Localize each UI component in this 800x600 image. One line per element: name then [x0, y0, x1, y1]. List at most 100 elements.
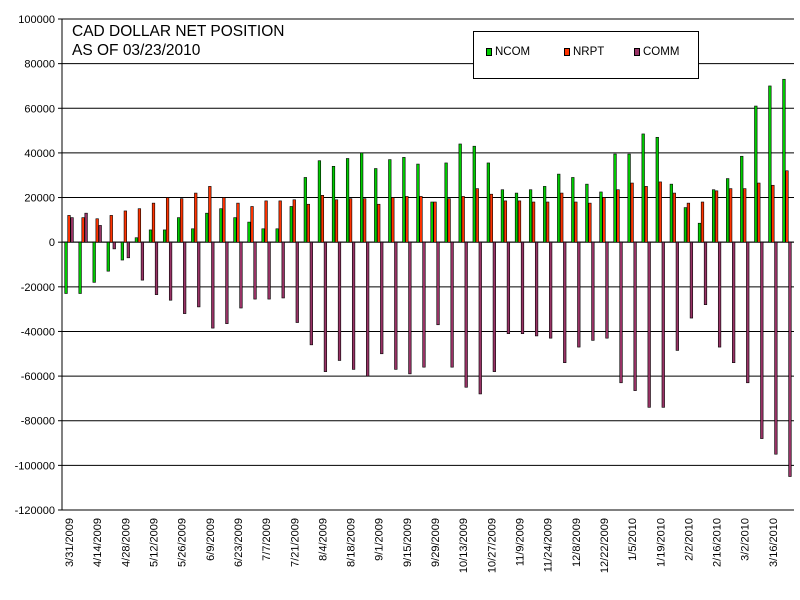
bar-comm: [774, 241, 778, 455]
gridlines: [58, 18, 794, 511]
bar-nrpt: [391, 197, 395, 243]
bar-ncom: [641, 133, 645, 243]
bar-comm: [281, 241, 285, 299]
bar-ncom: [726, 178, 730, 243]
bar-nrpt: [419, 196, 423, 243]
y-tick-labels: 100000 80000 60000 40000 20000 0 -20000 -40000 -…: [15, 14, 55, 517]
bar-comm: [746, 241, 750, 384]
bar-nrpt: [208, 186, 212, 243]
bar-nrpt: [320, 195, 325, 243]
bar-comm: [732, 241, 736, 363]
bar-comm: [309, 241, 313, 346]
bar-comm: [239, 241, 243, 309]
bar-ncom: [613, 153, 617, 243]
bar-comm: [788, 241, 792, 477]
y-tick-label: -120000: [15, 505, 55, 517]
bar-nrpt: [137, 208, 142, 243]
bar-nrpt: [180, 198, 184, 243]
bar-ncom: [543, 186, 547, 243]
bar-comm: [253, 241, 257, 300]
bar-ncom: [374, 168, 378, 243]
x-tick-label: 8/18/2009: [346, 518, 358, 567]
bar-nrpt: [363, 198, 367, 243]
bar-nrpt: [433, 201, 437, 243]
bar-comm: [225, 241, 229, 324]
bar-nrpt: [517, 200, 522, 243]
bar-comm: [633, 241, 637, 391]
legend-swatch-ncom: [486, 48, 492, 56]
x-tick-label: 9/15/2009: [402, 518, 414, 567]
x-tick-label: 9/1/2009: [374, 518, 386, 561]
bar-nrpt: [503, 200, 508, 243]
bar-ncom: [599, 191, 603, 243]
chart-title: CAD DOLLAR NET POSITION AS OF 03/23/2010: [72, 23, 285, 59]
x-tick-label: 5/26/2009: [177, 518, 189, 567]
bar-ncom: [697, 222, 702, 243]
bar-comm: [394, 241, 398, 370]
bar-comm: [436, 241, 440, 326]
bar-ncom: [486, 162, 490, 243]
bar-comm: [619, 241, 623, 384]
bar-nrpt: [630, 182, 634, 243]
bar-ncom: [711, 189, 716, 243]
bar-comm: [450, 241, 454, 368]
bar-nrpt: [306, 203, 310, 243]
bar-comm: [140, 241, 145, 281]
bar-ncom: [233, 217, 237, 243]
bar-ncom: [134, 237, 139, 243]
legend-label-comm: COMM: [643, 46, 680, 58]
bar-nrpt: [531, 201, 536, 243]
x-tick-label: 4/28/2009: [120, 518, 132, 567]
legend-swatch-nrpt: [564, 48, 570, 56]
bar-ncom: [331, 166, 336, 243]
bar-ncom: [303, 177, 307, 243]
x-tick-label: 9/29/2009: [430, 518, 442, 567]
bar-comm: [126, 241, 130, 259]
x-tick-label: 6/9/2009: [205, 518, 217, 561]
bar-ncom: [571, 177, 575, 243]
bar-nrpt: [658, 181, 662, 243]
y-tick-label: -80000: [21, 416, 55, 428]
bar-nrpt: [109, 215, 113, 243]
bar-comm: [211, 241, 215, 329]
x-tick-label: 6/23/2009: [233, 518, 245, 567]
legend: NCOM NRPT COMM: [473, 31, 699, 79]
legend-label-ncom: NCOM: [495, 46, 531, 58]
y-tick-label: 100000: [18, 14, 55, 26]
x-tick-label: 5/12/2009: [149, 518, 161, 567]
bar-nrpt: [222, 197, 226, 243]
y-tick-label: 80000: [24, 59, 55, 71]
bar-comm: [717, 241, 722, 348]
bar-ncom: [627, 153, 631, 243]
bar-ncom: [683, 207, 688, 243]
bar-ncom: [500, 189, 505, 243]
bar-nrpt: [475, 188, 479, 243]
bar-ncom: [162, 229, 167, 243]
y-tick-label: -60000: [21, 371, 55, 383]
bar-comm: [70, 217, 74, 243]
bar-nrpt: [81, 217, 85, 243]
bar-ncom: [219, 208, 223, 243]
bar-comm: [408, 241, 412, 375]
bar-nrpt: [616, 189, 620, 243]
x-tick-label: 1/5/2010: [627, 518, 639, 561]
bar-nrpt: [588, 202, 592, 243]
bar-nrpt: [278, 200, 282, 243]
bar-ncom: [148, 229, 153, 243]
bar-nrpt: [757, 182, 761, 243]
y-tick-label: -40000: [21, 326, 55, 338]
bar-ncom: [740, 155, 744, 243]
bar-nrpt: [377, 203, 381, 243]
y-tick-label: 0: [49, 237, 55, 249]
legend-item-ncom: NCOM: [486, 46, 530, 58]
bar-nrpt: [264, 200, 268, 243]
bar-comm: [689, 241, 694, 319]
bar-ncom: [782, 78, 786, 243]
bar-comm: [534, 241, 539, 337]
bar-comm: [661, 241, 665, 408]
bar-comm: [112, 241, 116, 250]
bar-comm: [337, 241, 342, 361]
bar-comm: [703, 241, 708, 305]
x-tick-label: 2/16/2010: [712, 518, 724, 567]
